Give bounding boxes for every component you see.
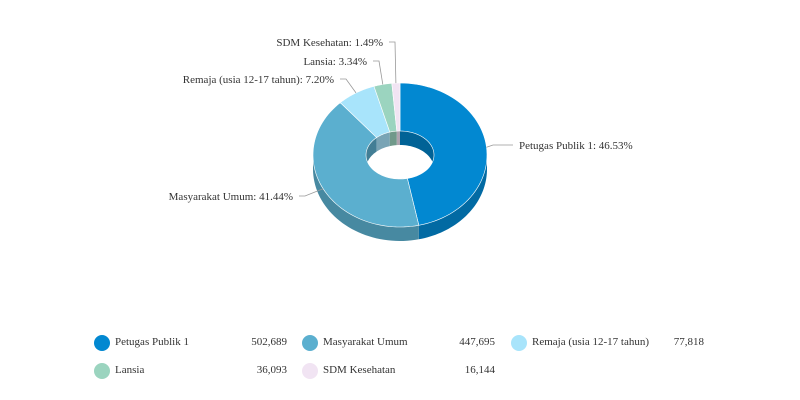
slice-remaja-usia-12-17-tahun[interactable] (339, 85, 391, 138)
slice-label-remaja-usia-12-17-tahun: Remaja (usia 12-17 tahun): 7.20% (183, 74, 334, 86)
legend-swatch-remaja (511, 335, 527, 351)
donut-side-walls (313, 155, 487, 241)
leader-line-sdm-kesehatan (389, 41, 397, 84)
leader-line-masyarakat-umum (299, 188, 324, 197)
slice-lansia[interactable] (373, 83, 398, 133)
legend-value: 77,818 (673, 336, 704, 348)
slice-label-masyarakat-umum: Masyarakat Umum: 41.44% (169, 191, 293, 203)
legend-swatch-lansia (94, 363, 110, 379)
slice-inner-masyarakat-umum-1 (366, 137, 377, 169)
slice-label-lansia: Lansia: 3.34% (303, 56, 367, 68)
slice-masyarakat-umum[interactable] (312, 102, 420, 228)
slice-petugas-publik-1[interactable] (399, 82, 488, 226)
leader-line-remaja-usia-12-17-tahun (340, 78, 357, 94)
donut-inner-walls (366, 131, 434, 169)
legend-value: 36,093 (256, 364, 287, 376)
legend-item-remaja[interactable]: Remaja (usia 12-17 tahun) 77,818 (511, 333, 711, 353)
legend-label: SDM Kesehatan (323, 364, 396, 376)
legend-value: 502,689 (251, 336, 287, 348)
legend-label: Lansia (115, 364, 145, 376)
legend-swatch-petugas-publik (94, 335, 110, 351)
legend-swatch-masyarakat-umum (302, 335, 318, 351)
slice-inner-sdm-kesehatan-1 (396, 131, 400, 146)
leader-line-lansia (373, 60, 384, 85)
legend-value: 447,695 (459, 336, 495, 348)
slice-inner-petugas-publik-1-0 (400, 131, 434, 169)
legend-item-masyarakat-umum[interactable]: Masyarakat Umum 447,695 (302, 333, 502, 353)
slice-side-masyarakat-umum (313, 155, 419, 241)
slice-inner-lansia-1 (389, 131, 397, 147)
legend-label: Remaja (usia 12-17 tahun) (532, 336, 649, 348)
legend-item-lansia[interactable]: Lansia 36,093 (94, 361, 294, 381)
slice-label-petugas-publik-1: Petugas Publik 1: 46.53% (519, 140, 633, 152)
legend-label: Petugas Publik 1 (115, 336, 189, 348)
slice-labels: Petugas Publik 1: 46.53% Masyarakat Umum:… (169, 37, 633, 203)
legend-item-petugas-publik[interactable]: Petugas Publik 1 502,689 (94, 333, 294, 353)
legend-label: Masyarakat Umum (323, 336, 408, 348)
legend-value: 16,144 (464, 364, 495, 376)
legend-swatch-sdm-kesehatan (302, 363, 318, 379)
slice-inner-remaja-usia-12-17-tahun-1 (376, 132, 390, 152)
slice-sdm-kesehatan[interactable] (391, 82, 401, 132)
slice-label-sdm-kesehatan: SDM Kesehatan: 1.49% (276, 37, 383, 49)
legend-item-sdm-kesehatan[interactable]: SDM Kesehatan 16,144 (302, 361, 502, 381)
leader-line-petugas-publik-1 (486, 144, 513, 148)
donut-slices (312, 82, 488, 228)
slice-side-petugas-publik-1 (418, 155, 487, 240)
